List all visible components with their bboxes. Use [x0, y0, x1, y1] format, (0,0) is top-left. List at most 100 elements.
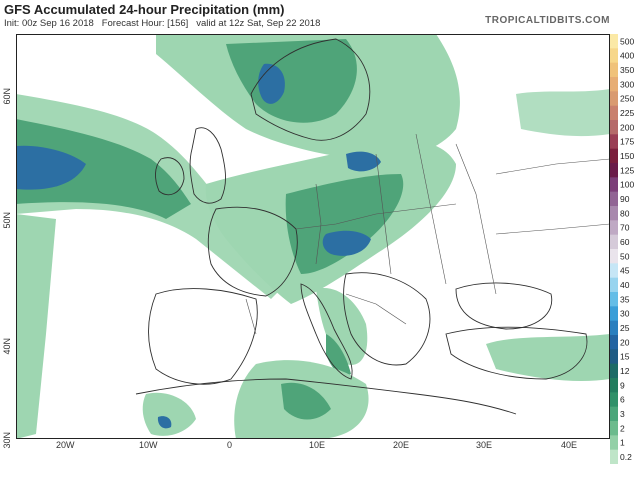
- colorbar-swatch: [610, 392, 618, 408]
- colorbar-label: 60: [620, 237, 630, 247]
- lat-label: 50N: [2, 212, 12, 229]
- colorbar-swatch: [610, 177, 618, 193]
- colorbar-label: 30: [620, 309, 630, 319]
- colorbar-label: 175: [620, 137, 634, 147]
- lon-label: 20W: [56, 440, 75, 450]
- lon-label: 20E: [393, 440, 410, 450]
- colorbar-label: 35: [620, 294, 630, 304]
- atlantic-precip-core: [16, 119, 191, 219]
- colorbar-label: 40: [620, 280, 630, 290]
- border-line: [315, 183, 322, 265]
- balkans-outline: [343, 272, 431, 366]
- border-line: [245, 298, 257, 335]
- valid-time: valid at 12z Sat, Sep 22 2018: [196, 18, 321, 29]
- scandinavia-precip-core: [226, 39, 357, 123]
- colorbar-label: 350: [620, 65, 634, 75]
- colorbar-swatch: [610, 435, 618, 451]
- colorbar-label: 2: [620, 423, 625, 433]
- colorbar-swatch: [610, 449, 618, 464]
- map-subtitle: Init: 00z Sep 16 2018 Forecast Hour: [15…: [4, 18, 320, 29]
- morocco-heavy: [157, 416, 172, 429]
- colorbar-label: 100: [620, 180, 634, 190]
- colorbar-swatch: [610, 91, 618, 107]
- forecast-hour: Forecast Hour: [156]: [101, 18, 189, 29]
- turkey-precip: [486, 334, 610, 381]
- colorbar-label: 50: [620, 251, 630, 261]
- border-line: [495, 158, 610, 175]
- italy-outline: [300, 283, 353, 380]
- ireland-outline: [155, 157, 185, 196]
- lon-label: 30E: [476, 440, 493, 450]
- border-line: [455, 143, 497, 295]
- france-outline: [207, 206, 298, 297]
- north-africa-core: [281, 382, 331, 420]
- colorbar-label: 225: [620, 108, 634, 118]
- colorbar-label: 150: [620, 151, 634, 161]
- colorbar-swatch: [610, 134, 618, 150]
- black-sea-outline: [455, 282, 553, 330]
- border-line: [345, 293, 407, 325]
- atlantic-heavy-precip: [16, 145, 86, 190]
- colorbar-label: 45: [620, 266, 630, 276]
- central-europe-precip-core: [285, 174, 404, 274]
- balkan-precip: [316, 288, 368, 365]
- colorbar-label: 400: [620, 51, 634, 61]
- colorbar-swatch: [610, 148, 618, 164]
- colorbar-label: 25: [620, 323, 630, 333]
- colorbar-swatch: [610, 320, 618, 336]
- init-time: Init: 00z Sep 16 2018: [4, 18, 94, 29]
- colorbar-swatch: [610, 120, 618, 135]
- colorbar-swatch: [610, 206, 618, 221]
- colorbar-swatch: [610, 249, 618, 264]
- brand-logo: TROPICALTIDBITS.COM: [485, 15, 610, 26]
- colorbar-label: 6: [620, 395, 625, 405]
- coastlines: [135, 38, 588, 415]
- lat-label: 40N: [2, 338, 12, 355]
- russia-precip: [516, 89, 610, 137]
- colorbar-label: 90: [620, 194, 630, 204]
- precipitation-map: [16, 34, 610, 439]
- colorbar-swatch: [610, 335, 618, 350]
- colorbar-swatch: [610, 34, 618, 49]
- colorbar-label: 20: [620, 337, 630, 347]
- colorbar-label: 0.2: [620, 452, 632, 462]
- morocco-precip: [142, 392, 196, 436]
- border-line: [415, 133, 447, 285]
- lon-label: 0: [227, 440, 233, 450]
- colorbar-label: 500: [620, 36, 634, 46]
- colorbar-swatch: [610, 363, 618, 379]
- iberia-outline: [148, 288, 258, 385]
- north-africa-coast: [135, 378, 517, 415]
- italy-precip: [326, 334, 351, 376]
- colorbar-swatch: [610, 349, 618, 365]
- colorbar-swatch: [610, 163, 618, 178]
- colorbar-swatch: [610, 263, 618, 279]
- border-line: [375, 153, 392, 275]
- alps-heavy-precip: [322, 230, 371, 256]
- colorbar-label: 70: [620, 223, 630, 233]
- colorbar-label: 80: [620, 208, 630, 218]
- country-borders: [245, 133, 610, 335]
- turkey-outline: [445, 326, 588, 380]
- colorbar-swatch: [610, 62, 618, 78]
- atlantic-west-strip: [16, 214, 56, 439]
- colorbar-label: 200: [620, 122, 634, 132]
- colorbar-swatch: [610, 220, 618, 236]
- colorbar-label: 125: [620, 165, 634, 175]
- border-line: [495, 223, 610, 235]
- lat-label: 30N: [2, 432, 12, 449]
- map-title: GFS Accumulated 24-hour Precipitation (m…: [4, 2, 285, 17]
- germany-heavy-precip: [346, 151, 381, 172]
- colorbar-label: 3: [620, 409, 625, 419]
- colorbar-label: 9: [620, 380, 625, 390]
- colorbar-label: 15: [620, 352, 630, 362]
- colorbar-swatch: [610, 191, 618, 207]
- colorbar-swatch: [610, 48, 618, 64]
- lon-label: 10E: [309, 440, 326, 450]
- header: GFS Accumulated 24-hour Precipitation (m…: [0, 0, 640, 34]
- lat-label: 60N: [2, 88, 12, 105]
- lon-label: 40E: [561, 440, 578, 450]
- map-frame: [16, 34, 610, 439]
- colorbar-swatch: [610, 378, 618, 393]
- colorbar-swatch: [610, 292, 618, 307]
